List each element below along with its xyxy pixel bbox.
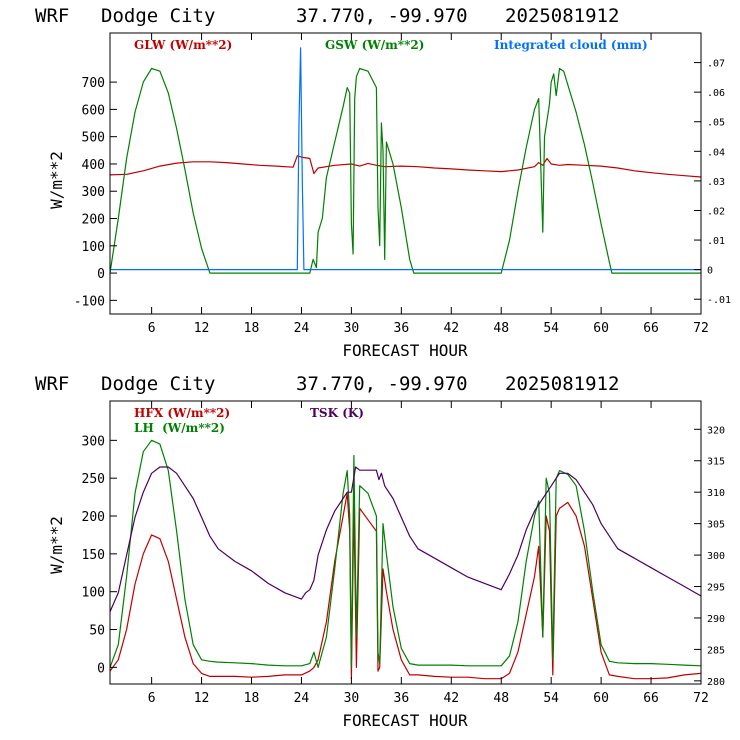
y2-tick-label: 290 <box>707 614 725 625</box>
x-tick-labels-bottom: 6 12 18 24 30 36 42 48 54 60 66 72 <box>148 401 709 706</box>
y2-tick-label: 310 <box>707 488 725 499</box>
x-tick-label: 48 <box>493 321 509 336</box>
y-tick-label: 200 <box>82 213 105 228</box>
legend-tsk: TSK (K) <box>310 406 364 420</box>
header-model: WRF <box>35 373 69 395</box>
x-tick-label: 12 <box>194 321 210 336</box>
x-tick-label: 66 <box>643 691 659 706</box>
y-tick-label: 50 <box>89 624 105 639</box>
y2-tick-label: -.01 <box>707 295 731 306</box>
x-tick-label: 66 <box>643 321 659 336</box>
y-tick-label: 300 <box>82 434 105 449</box>
plot-frame-top <box>109 32 702 315</box>
x-tick-label: 30 <box>344 691 360 706</box>
y2-tick-label: 280 <box>707 677 725 688</box>
x-tick-label: 42 <box>443 321 459 336</box>
legend-glw: GLW (W/m**2) <box>134 38 232 52</box>
x-tick-label: 54 <box>543 691 559 706</box>
y2-tick-label: .04 <box>707 147 725 158</box>
panel-top: WRF Dodge City 37.770, -99.970 202508191… <box>35 5 731 360</box>
y-tick-label: 150 <box>82 548 105 563</box>
y-tick-label: 600 <box>82 103 105 118</box>
legend-lh: LH (W/m**2) <box>134 421 225 435</box>
plot-area-bottom <box>109 439 702 680</box>
x-tick-label: 24 <box>294 321 310 336</box>
series-line-gsw <box>109 67 701 274</box>
y2-tick-label: .01 <box>707 236 725 247</box>
x-tick-label: 48 <box>493 691 509 706</box>
legend-cloud: Integrated cloud (mm) <box>494 38 648 52</box>
header-location: Dodge City <box>101 5 215 27</box>
y2-tick-label: .02 <box>707 206 725 217</box>
x-tick-label: 72 <box>693 321 709 336</box>
x-axis-label-top: FORECAST HOUR <box>342 341 468 360</box>
header-coords: 37.770, -99.970 <box>296 373 468 395</box>
y2-tick-label: 315 <box>707 457 725 468</box>
y2-tick-label: 320 <box>707 425 725 436</box>
y-tick-label: 400 <box>82 158 105 173</box>
y2-tick-label: .05 <box>707 118 725 129</box>
y-axis-label-bottom: W/m**2 <box>47 516 66 574</box>
x-tick-label: 6 <box>148 691 156 706</box>
header-run: 2025081912 <box>505 5 619 27</box>
x-tick-label: 6 <box>148 321 156 336</box>
x-tick-label: 24 <box>294 691 310 706</box>
series-line-tsk <box>109 466 702 612</box>
y-tick-label: 300 <box>82 185 105 200</box>
y2-tick-label: .03 <box>707 177 725 188</box>
header-coords: 37.770, -99.970 <box>296 5 468 27</box>
y-tick-label: 100 <box>82 586 105 601</box>
x-tick-label: 12 <box>194 691 210 706</box>
panel-bottom: WRF Dodge City 37.770, -99.970 202508191… <box>35 373 725 730</box>
series-line-integrated <box>110 47 701 271</box>
plot-frame-bottom <box>109 400 702 685</box>
y-tick-label: 100 <box>82 240 105 255</box>
y-tick-label: 0 <box>97 661 105 676</box>
y-tick-label: 700 <box>82 76 105 91</box>
y2-tick-labels-bottom: 280 285 290 295 300 305 310 315 320 <box>694 425 725 688</box>
header-run: 2025081912 <box>505 373 619 395</box>
y2-tick-label: 305 <box>707 520 725 531</box>
x-tick-labels-top: 6 12 18 24 30 36 42 48 54 60 66 72 <box>148 33 709 336</box>
header-location: Dodge City <box>101 373 215 395</box>
y2-tick-label: 295 <box>707 583 725 594</box>
y-tick-labels-top: -100 0 100 200 300 400 500 600 700 <box>74 76 117 309</box>
y-tick-label: 200 <box>82 510 105 525</box>
y-tick-label: 0 <box>97 267 105 282</box>
y-tick-label: 250 <box>82 472 105 487</box>
y-tick-label: -100 <box>74 294 105 309</box>
header-model: WRF <box>35 5 69 27</box>
x-tick-label: 60 <box>593 321 609 336</box>
y2-tick-label: .06 <box>707 88 725 99</box>
y2-tick-label: 0 <box>707 266 713 277</box>
x-tick-label: 30 <box>344 321 360 336</box>
x-tick-label: 18 <box>244 691 260 706</box>
y2-tick-label: 285 <box>707 645 725 656</box>
x-tick-label: 60 <box>593 691 609 706</box>
y2-tick-labels-top: -.01 0 .01 .02 .03 .04 .05 .06 .07 <box>694 59 731 306</box>
y-axis-label-top: W/m**2 <box>47 151 66 209</box>
y-tick-labels-bottom: 0 50 100 150 200 250 300 <box>82 434 117 676</box>
plot-area-top <box>109 47 702 274</box>
y2-tick-label: 300 <box>707 551 725 562</box>
x-tick-label: 42 <box>443 691 459 706</box>
x-tick-label: 54 <box>543 321 559 336</box>
x-axis-label-bottom: FORECAST HOUR <box>342 711 468 730</box>
x-tick-label: 72 <box>693 691 709 706</box>
x-tick-label: 18 <box>244 321 260 336</box>
y2-tick-label: .07 <box>707 59 725 70</box>
y-tick-label: 500 <box>82 131 105 146</box>
legend-gsw: GSW (W/m**2) <box>325 38 424 52</box>
legend-hfx: HFX (W/m**2) <box>134 406 230 420</box>
x-tick-label: 36 <box>394 321 410 336</box>
series-line-hfx <box>109 492 702 680</box>
x-tick-label: 36 <box>394 691 410 706</box>
